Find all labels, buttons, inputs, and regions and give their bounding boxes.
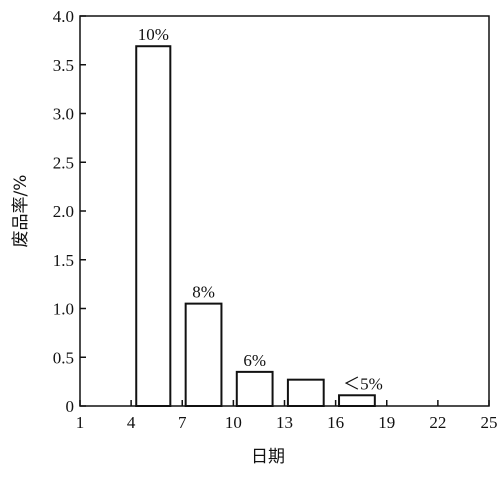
- y-tick-label: 3.0: [53, 105, 74, 124]
- x-tick-label: 1: [76, 413, 85, 432]
- bar: [338, 394, 376, 407]
- x-tick-label: 10: [225, 413, 242, 432]
- x-tick-label: 13: [276, 413, 293, 432]
- y-tick-label: 4.0: [53, 7, 74, 26]
- x-tick-label: 25: [481, 413, 498, 432]
- bar: [135, 45, 172, 407]
- y-tick-label: 0.5: [53, 348, 74, 367]
- bar: [235, 370, 274, 407]
- y-axis-label: 废品率/%: [11, 175, 31, 248]
- y-tick-label: 0: [66, 397, 75, 416]
- y-tick-label: 2.5: [53, 153, 74, 172]
- x-tick-label: 19: [378, 413, 395, 432]
- y-tick-label: 2.0: [53, 202, 74, 221]
- bar-note: ＜5%: [343, 374, 383, 393]
- bar-note: 6%: [243, 351, 266, 370]
- x-axis-label: 日期: [251, 447, 285, 467]
- y-tick-label: 3.5: [53, 56, 74, 75]
- bar: [184, 302, 223, 407]
- bar: [286, 378, 325, 407]
- x-tick-label: 7: [178, 413, 187, 432]
- bar-note: 10%: [138, 25, 169, 44]
- x-tick-label: 16: [327, 413, 344, 432]
- x-tick-label: 22: [429, 413, 446, 432]
- bar-note: 8%: [192, 283, 215, 302]
- y-tick-label: 1.5: [53, 251, 74, 270]
- y-tick-label: 1.0: [53, 300, 74, 319]
- x-tick-label: 4: [127, 413, 136, 432]
